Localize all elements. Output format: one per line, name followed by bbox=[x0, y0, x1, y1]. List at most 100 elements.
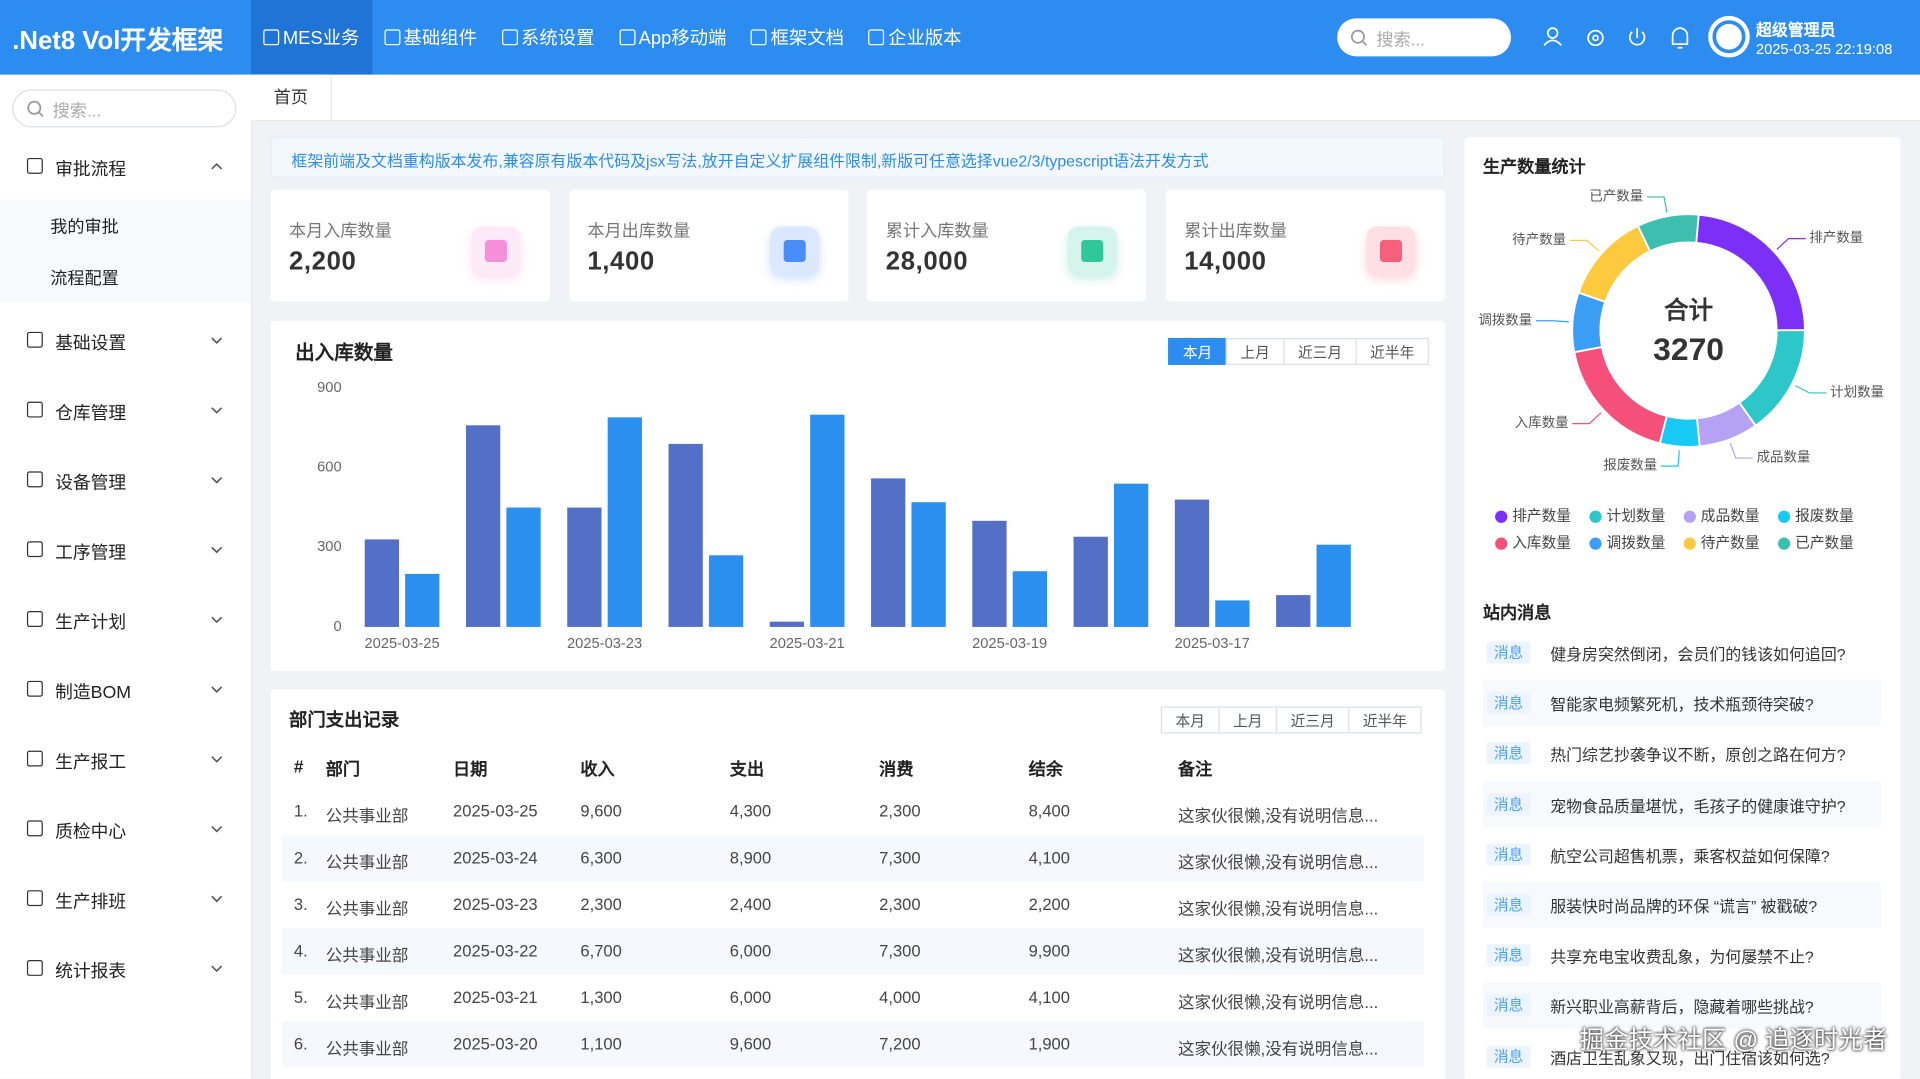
menu-item[interactable]: 制造BOM bbox=[0, 654, 251, 724]
filter-button[interactable]: 上月 bbox=[1218, 706, 1278, 734]
bar bbox=[911, 502, 946, 627]
y-tick-label: 0 bbox=[333, 619, 341, 635]
message-row[interactable]: 消息 热门综艺抄袭争议不断，原创之路在何方? bbox=[1483, 730, 1881, 777]
menu-item[interactable]: 审批流程 bbox=[0, 137, 251, 196]
x-tick-label: 2025-03-23 bbox=[567, 636, 642, 652]
avatar[interactable] bbox=[1707, 15, 1751, 59]
menu-item[interactable]: 生产报工 bbox=[0, 724, 251, 794]
menu-label: 生产计划 bbox=[55, 612, 127, 633]
filter-button[interactable]: 上月 bbox=[1225, 337, 1285, 365]
chevron-line bbox=[211, 336, 223, 344]
nav-item[interactable]: 系统设置 bbox=[489, 0, 607, 75]
menu-item[interactable]: 基础设置 bbox=[0, 305, 251, 375]
nav-item[interactable]: App移动端 bbox=[607, 0, 739, 75]
bar bbox=[405, 573, 440, 627]
menu-item[interactable]: 工序管理 bbox=[0, 514, 251, 584]
message-row[interactable]: 消息 新兴职业高薪背后，隐藏着哪些挑战? bbox=[1482, 982, 1881, 1030]
message-row[interactable]: 消息 共享充电宝收费乱象，为何屡禁不止? bbox=[1483, 932, 1881, 979]
table-cell: 8,900 bbox=[729, 848, 772, 867]
tab[interactable]: 首页 bbox=[251, 74, 332, 121]
filter-button[interactable]: 近三月 bbox=[1275, 706, 1350, 734]
table-cell: 2025-03-22 bbox=[453, 941, 538, 961]
message-tag: 消息 bbox=[1486, 692, 1531, 715]
bar bbox=[1012, 571, 1048, 627]
legend-label[interactable]: 排产数量 bbox=[1512, 508, 1571, 525]
x-tick-label: 2025-03-19 bbox=[972, 636, 1047, 652]
legend-dot bbox=[1589, 537, 1602, 550]
icon bbox=[26, 331, 43, 348]
menu-label: 工序管理 bbox=[55, 543, 127, 563]
segment-label: 计划数量 bbox=[1830, 385, 1884, 400]
message-row[interactable]: 消息 智能家电频繁死机，技术瓶颈待突破? bbox=[1482, 679, 1881, 727]
power-icon[interactable] bbox=[1628, 28, 1646, 46]
search-placeholder: 搜索... bbox=[1376, 29, 1425, 49]
filter-button[interactable]: 本月 bbox=[1168, 337, 1227, 365]
menu-item[interactable]: 设备管理 bbox=[0, 444, 251, 514]
y-tick-label: 300 bbox=[317, 539, 342, 555]
legend-label[interactable]: 待产数量 bbox=[1701, 535, 1760, 552]
filter-button[interactable]: 近半年 bbox=[1355, 337, 1429, 365]
legend-label[interactable]: 报废数量 bbox=[1795, 508, 1854, 525]
menu-item[interactable]: 统计报表 bbox=[0, 933, 251, 1003]
legend-label[interactable]: 入库数量 bbox=[1512, 535, 1571, 552]
legend-label[interactable]: 计划数量 bbox=[1607, 508, 1666, 525]
legend-label[interactable]: 已产数量 bbox=[1795, 535, 1854, 552]
stat-value: 1,400 bbox=[587, 247, 655, 276]
submenu-item[interactable]: 流程配置 bbox=[0, 251, 252, 303]
message-text: 共享充电宝收费乱象，为何屡禁不止? bbox=[1550, 947, 1814, 967]
menu-item[interactable]: 生产排班 bbox=[0, 863, 251, 933]
legend-label[interactable]: 调拨数量 bbox=[1607, 535, 1666, 552]
message-row[interactable]: 消息 健身房突然倒闭，会员们的钱该如何追回? bbox=[1483, 629, 1881, 676]
user-name[interactable]: 超级管理员 bbox=[1755, 20, 1836, 40]
submenu-item[interactable]: 我的审批 bbox=[0, 199, 252, 252]
bell-icon[interactable] bbox=[1671, 27, 1689, 49]
message-row[interactable]: 消息 服装快时尚品牌的环保 “谎言” 被戳破? bbox=[1482, 881, 1881, 929]
chevron-line bbox=[211, 546, 223, 553]
bar bbox=[972, 520, 1007, 627]
table-cell: 2025-03-21 bbox=[453, 988, 538, 1007]
filter-button[interactable]: 近半年 bbox=[1348, 706, 1422, 734]
table-cell: 公共事业部 bbox=[325, 853, 409, 872]
nav-item[interactable]: 框架文档 bbox=[739, 0, 857, 75]
user-icon[interactable] bbox=[1543, 27, 1562, 46]
message-text: 健身房突然倒闭，会员们的钱该如何追回? bbox=[1550, 645, 1846, 664]
nav-item[interactable]: 企业版本 bbox=[856, 0, 974, 75]
message-row[interactable]: 消息 宠物食品质量堪忧，毛孩子的健康谁守护? bbox=[1482, 780, 1881, 828]
legend-dot bbox=[1589, 510, 1602, 523]
notice-text[interactable]: 框架前端及文档重构版本发布,兼容原有版本代码及jsx写法,放开自定义扩展组件限制… bbox=[291, 151, 1209, 171]
stat-label: 本月出库数量 bbox=[587, 220, 691, 241]
nav-label: MES业务 bbox=[282, 28, 360, 49]
stat-value: 28,000 bbox=[885, 247, 969, 276]
menu-label: 仓库管理 bbox=[55, 403, 127, 424]
chevron-line bbox=[211, 476, 223, 483]
search-box[interactable]: 搜索... bbox=[1337, 18, 1512, 57]
settings-icon[interactable] bbox=[1587, 29, 1604, 47]
filter-button[interactable]: 本月 bbox=[1160, 706, 1220, 734]
row-background bbox=[281, 1021, 1425, 1068]
sidebar-search[interactable]: 搜索... bbox=[12, 89, 237, 128]
table-cell: 这家伙很懒,没有说明信息... bbox=[1177, 993, 1379, 1012]
message-row[interactable]: 消息 航空公司超售机票，乘客权益如何保障? bbox=[1483, 831, 1881, 878]
filter-button[interactable]: 近三月 bbox=[1283, 337, 1357, 365]
stat-glyph bbox=[783, 240, 806, 263]
table-cell: 公共事业部 bbox=[325, 946, 409, 965]
menu-item[interactable]: 生产计划 bbox=[0, 584, 251, 654]
donut-segment bbox=[1738, 329, 1806, 427]
chevron bbox=[211, 336, 223, 344]
stat-card: 累计出库数量 14,000 bbox=[1165, 189, 1446, 302]
menu-item[interactable]: 质检中心 bbox=[0, 793, 251, 863]
legend-label[interactable]: 成品数量 bbox=[1701, 508, 1760, 525]
legend-dot bbox=[1495, 537, 1508, 550]
submenu-label: 流程配置 bbox=[50, 268, 119, 288]
stat-card: 累计入库数量 28,000 bbox=[867, 189, 1147, 302]
chart-title: 生产数量统计 bbox=[1483, 156, 1586, 176]
nav-item[interactable]: 基础组件 bbox=[372, 0, 490, 75]
bar bbox=[1316, 544, 1351, 627]
bar bbox=[567, 507, 602, 627]
stat-label: 累计入库数量 bbox=[885, 220, 989, 241]
menu-item[interactable]: 仓库管理 bbox=[0, 375, 251, 445]
badge bbox=[1688, 24, 1694, 26]
message-row[interactable]: 消息 酒店卫生乱象又现，出门住宿该如何选? bbox=[1483, 1033, 1881, 1079]
nav-item[interactable]: MES业务 bbox=[251, 0, 372, 75]
